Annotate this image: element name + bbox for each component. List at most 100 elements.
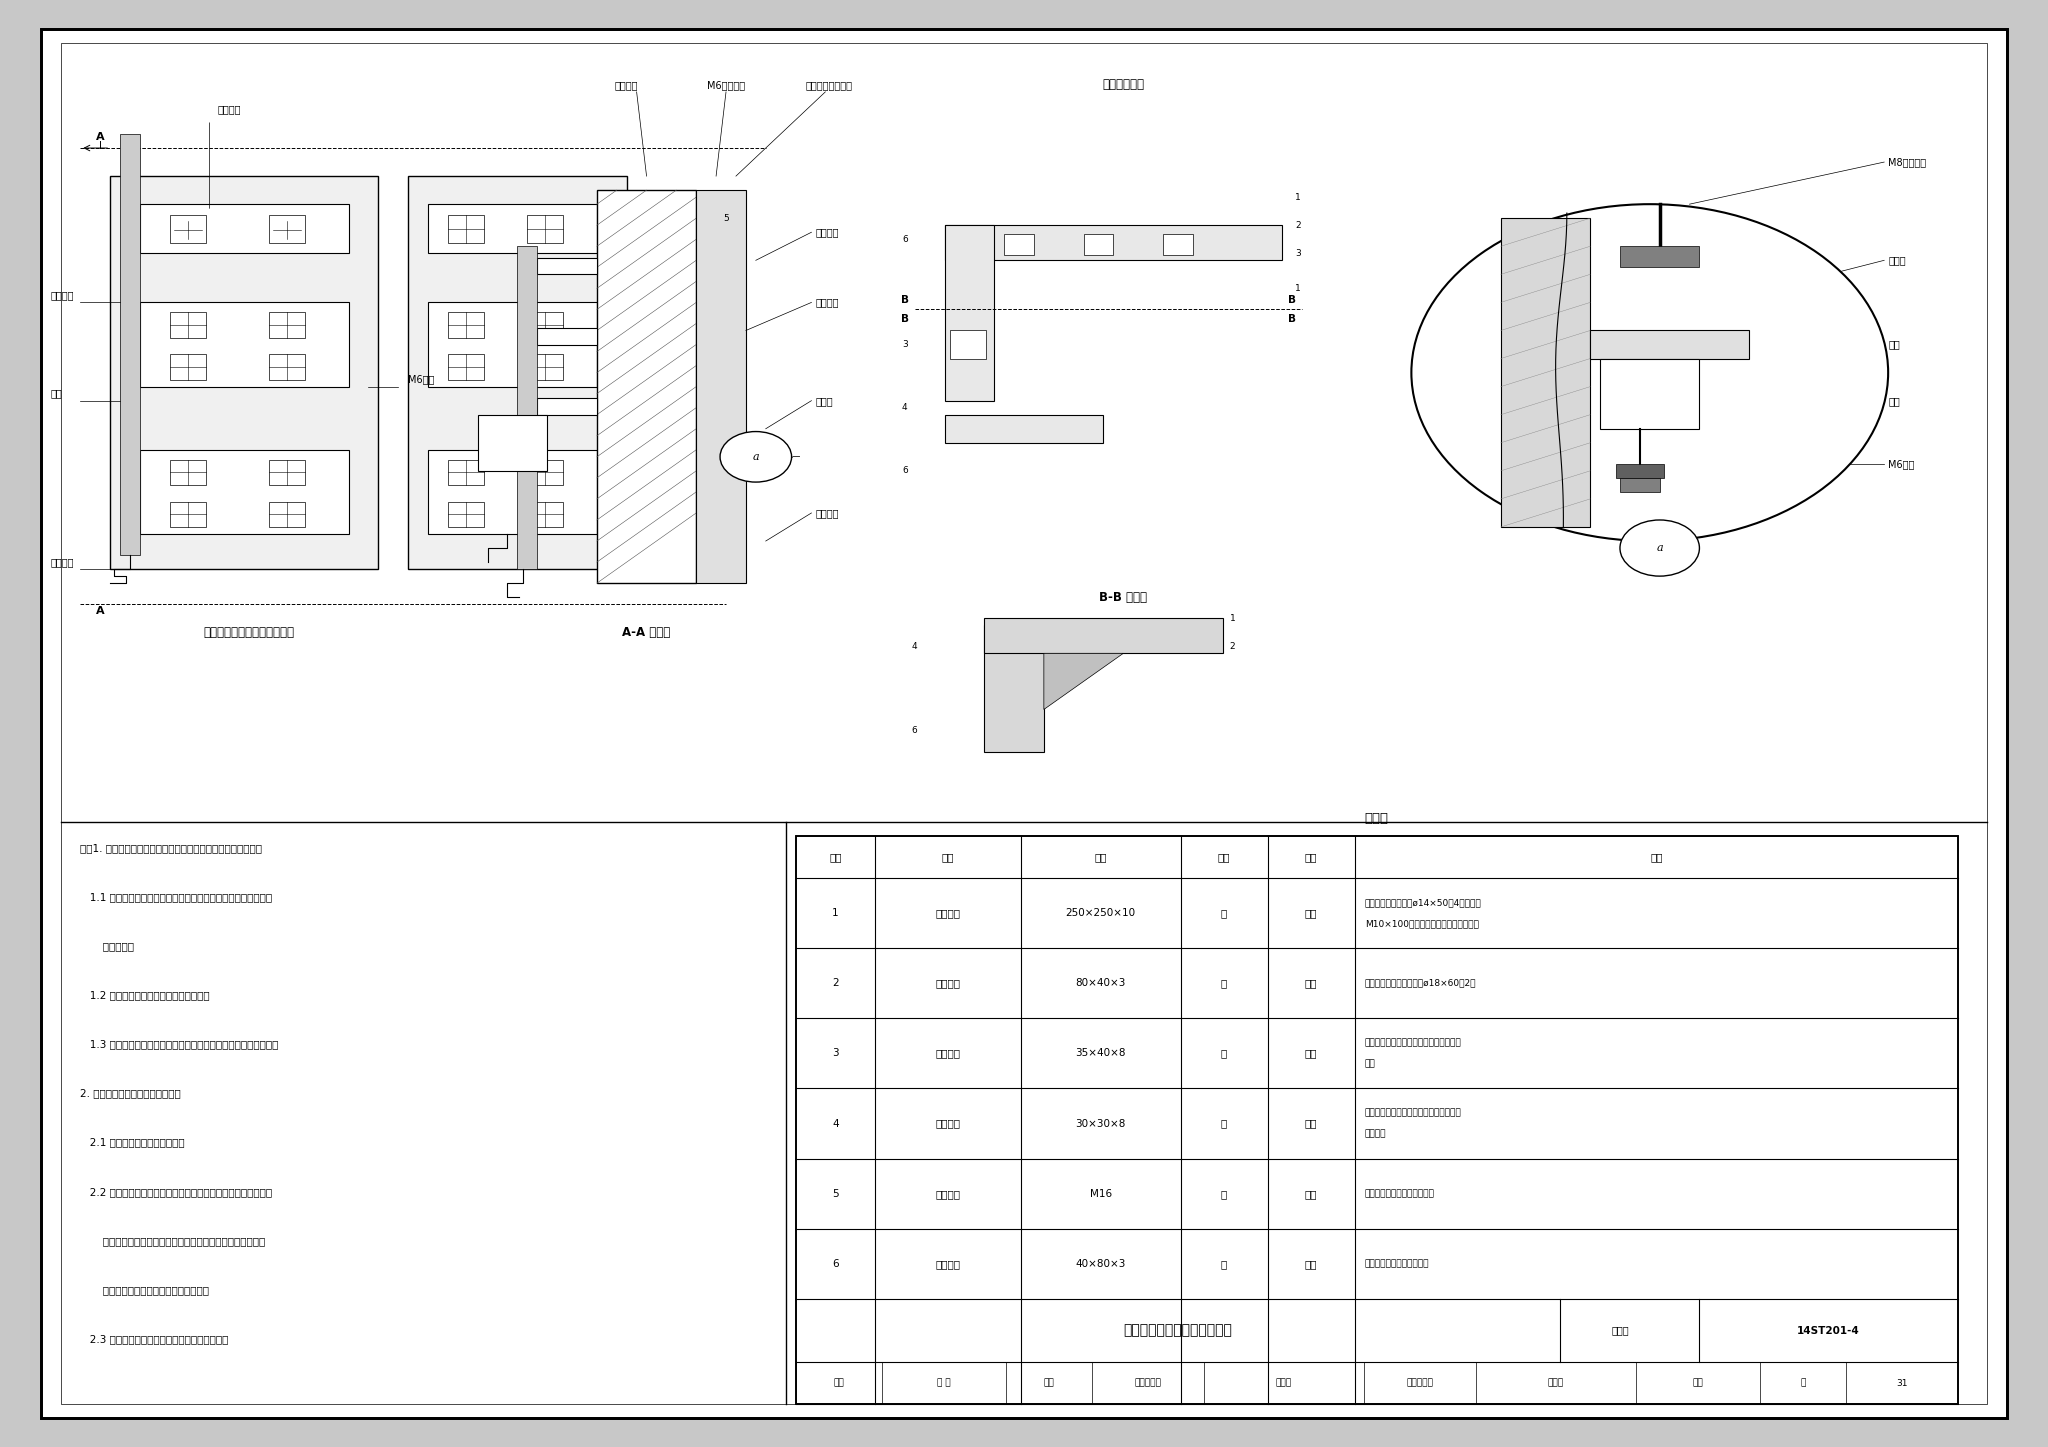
Bar [1083, 233, 1114, 255]
Text: M6膨胀螺栓: M6膨胀螺栓 [707, 80, 745, 90]
Bar [1599, 359, 1700, 428]
Text: 法参见有源导向牌地线安装图。在熔断器和开关电源处应有: 法参见有源导向牌地线安装图。在熔断器和开关电源处应有 [80, 1236, 266, 1246]
Text: 墙挂式电光源导向牌体安装图: 墙挂式电光源导向牌体安装图 [1124, 1324, 1233, 1337]
Text: 接线盒: 接线盒 [815, 395, 834, 405]
Text: M6螺栓: M6螺栓 [1888, 459, 1915, 469]
Text: 导向牌体与预埋件连接用螺栓: 导向牌体与预埋件连接用螺栓 [1364, 1189, 1436, 1198]
Text: 垂直镀锌方钢开长圆孔（ø18×60）2个: 垂直镀锌方钢开长圆孔（ø18×60）2个 [1364, 978, 1477, 988]
Text: 接线盒: 接线盒 [1888, 255, 1907, 265]
Text: 金属软管: 金属软管 [815, 508, 840, 518]
Bar [1620, 478, 1659, 492]
Text: 镀锌螺栓: 镀锌螺栓 [936, 1188, 961, 1198]
Bar [528, 313, 563, 337]
Text: 墙面装饰完成面层: 墙面装饰完成面层 [805, 80, 852, 90]
Text: 6: 6 [901, 466, 907, 476]
Text: 5: 5 [831, 1188, 840, 1198]
Bar [477, 415, 547, 470]
Bar [170, 355, 205, 379]
Bar [170, 313, 205, 337]
Text: 1.1 焊接材料的品种、规格、性能等应符合现行国家产品标准和: 1.1 焊接材料的品种、规格、性能等应符合现行国家产品标准和 [80, 891, 272, 901]
Text: 结构墙板: 结构墙板 [614, 80, 639, 90]
Bar [449, 502, 483, 527]
Text: 材料表: 材料表 [1364, 812, 1389, 825]
Bar [528, 216, 563, 243]
Text: 按需: 按需 [1305, 1119, 1317, 1129]
Bar [537, 398, 596, 415]
Text: 6: 6 [831, 1259, 840, 1269]
Bar [944, 226, 1282, 260]
Text: 镀锌钢板与水平镀锌方钢焊接处设置加劲: 镀锌钢板与水平镀锌方钢焊接处设置加劲 [1364, 1039, 1462, 1048]
Text: 2.1 牌体版面应符合设计要求。: 2.1 牌体版面应符合设计要求。 [80, 1137, 184, 1147]
Text: 于 鑫: 于 鑫 [938, 1379, 950, 1388]
Bar [170, 460, 205, 485]
Bar [1163, 233, 1192, 255]
Text: B: B [901, 295, 909, 305]
Text: 设计要求。: 设计要求。 [80, 941, 135, 951]
Bar [944, 415, 1104, 443]
Text: B: B [1288, 295, 1296, 305]
Bar [528, 502, 563, 527]
Text: 护口: 护口 [1888, 395, 1901, 405]
Bar [1620, 246, 1700, 268]
Text: 2.3 牌体安装位置、加固方式应符合设计要求。: 2.3 牌体安装位置、加固方式应符合设计要求。 [80, 1334, 229, 1344]
Text: 2: 2 [831, 978, 840, 988]
Text: 蔡晓霞: 蔡晓霞 [1276, 1379, 1292, 1388]
Bar [449, 355, 483, 379]
Circle shape [721, 431, 793, 482]
Text: a: a [752, 451, 760, 462]
Bar [944, 226, 993, 401]
Bar [795, 836, 1958, 1404]
Text: 4: 4 [831, 1119, 840, 1129]
Bar [428, 450, 596, 534]
Bar [537, 327, 596, 344]
Text: 按需: 按需 [1305, 907, 1317, 917]
Text: 审核: 审核 [834, 1379, 844, 1388]
Text: 垂直镀锌方钢端口封堵使用: 垂直镀锌方钢端口封堵使用 [1364, 1259, 1430, 1269]
Bar [449, 216, 483, 243]
Bar [121, 135, 139, 556]
Text: 1: 1 [1294, 284, 1300, 292]
Text: B-B 剖面图: B-B 剖面图 [1100, 590, 1147, 603]
Circle shape [494, 430, 528, 456]
Bar [139, 450, 348, 534]
Bar [985, 618, 1223, 654]
Bar [985, 625, 1044, 751]
Text: 3: 3 [1294, 249, 1300, 258]
Polygon shape [1044, 654, 1122, 709]
Bar [950, 330, 987, 359]
Text: 30×30×8: 30×30×8 [1075, 1119, 1126, 1129]
Text: 2. 墙挂式电光源导向牌安装要求：: 2. 墙挂式电光源导向牌安装要求： [80, 1088, 180, 1098]
Bar [139, 302, 348, 386]
Text: 14ST201-4: 14ST201-4 [1798, 1325, 1860, 1336]
Text: 肋板: 肋板 [1364, 1059, 1376, 1068]
Text: 单位: 单位 [1219, 852, 1231, 862]
Text: A: A [96, 606, 104, 616]
Bar [1589, 330, 1749, 359]
Text: 250×250×10: 250×250×10 [1065, 907, 1137, 917]
Text: 垂直镀锌方钢与水平镀锌方钢焊接处设置: 垂直镀锌方钢与水平镀锌方钢焊接处设置 [1364, 1108, 1462, 1117]
Text: 35×40×8: 35×40×8 [1075, 1048, 1126, 1058]
Text: 6: 6 [901, 234, 907, 243]
Text: B: B [1288, 314, 1296, 324]
Text: M16: M16 [1090, 1188, 1112, 1198]
Circle shape [1411, 204, 1888, 541]
Text: 1: 1 [1294, 192, 1300, 201]
Text: A: A [96, 132, 104, 142]
Bar [518, 246, 537, 569]
Bar [795, 836, 1958, 1404]
Text: 根: 根 [1221, 978, 1227, 988]
Circle shape [1620, 519, 1700, 576]
Bar [111, 177, 379, 569]
Bar [268, 355, 305, 379]
Text: 镀锌钢板: 镀锌钢板 [936, 1259, 961, 1269]
Text: 1.2 焊缝表面不得有裂纹、焊瘤等缺陷。: 1.2 焊缝表面不得有裂纹、焊瘤等缺陷。 [80, 990, 211, 1000]
Text: a: a [1657, 543, 1663, 553]
Text: 2: 2 [1294, 221, 1300, 230]
Text: 了条: 了条 [1044, 1379, 1055, 1388]
Bar [428, 204, 596, 253]
Bar [139, 204, 348, 253]
Text: 1: 1 [1229, 614, 1235, 622]
Text: 按需: 按需 [1305, 1259, 1317, 1269]
Text: 80×40×3: 80×40×3 [1075, 978, 1126, 988]
Bar [528, 460, 563, 485]
